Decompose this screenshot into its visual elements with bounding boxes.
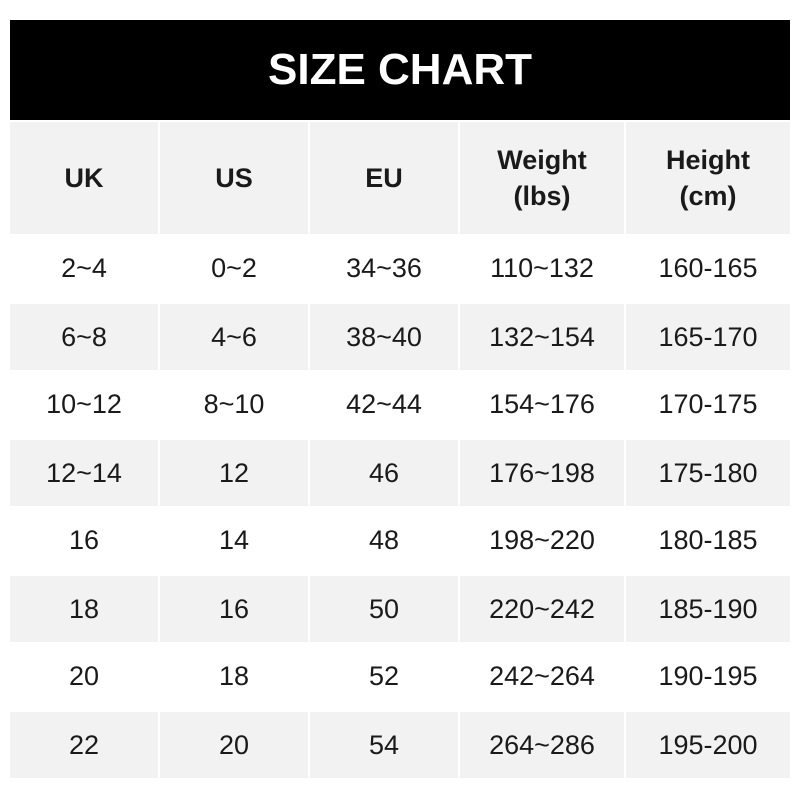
table-cell: 12 (160, 440, 308, 506)
table-cell: 160-165 (658, 252, 758, 283)
table-cell: 264~286 (460, 712, 624, 778)
table-cell: 38~40 (310, 304, 458, 370)
table-cell: 34~36 (346, 252, 422, 283)
table-cell: 20 (68, 660, 100, 691)
table-cell: 165-170 (626, 304, 790, 370)
table-cell: 242~264 (489, 660, 595, 691)
table-cell: 190-195 (658, 660, 758, 691)
table-cell: 14 (218, 524, 250, 555)
table-cell: 180-185 (658, 524, 758, 555)
table-cell: 132~154 (460, 304, 624, 370)
column-header: UK (10, 122, 158, 234)
table-cell: 195-200 (626, 712, 790, 778)
table-cell: 220~242 (460, 576, 624, 642)
table-cell: 16 (68, 524, 100, 555)
table-cell: 18 (218, 660, 250, 691)
table-cell: 154~176 (489, 388, 595, 419)
table-cell: 0~2 (211, 252, 257, 283)
table-cell: 8~10 (203, 388, 265, 419)
table-cell: 198~220 (489, 524, 595, 555)
table-cell: 18 (10, 576, 158, 642)
table-cell: 12~14 (10, 440, 158, 506)
table-cell: 22 (10, 712, 158, 778)
table-cell: 48 (368, 524, 400, 555)
table-cell: 176~198 (460, 440, 624, 506)
table-cell: 54 (310, 712, 458, 778)
table-cell: 170-175 (658, 388, 758, 419)
table-cell: 185-190 (626, 576, 790, 642)
table-cell: 46 (310, 440, 458, 506)
column-header: Weight (lbs) (460, 122, 624, 234)
table-cell: 10~12 (46, 388, 122, 419)
table-cell: 20 (160, 712, 308, 778)
table-cell: 50 (310, 576, 458, 642)
column-header: Height (cm) (626, 122, 790, 234)
table-cell: 110~132 (490, 252, 594, 283)
table-cell: 4~6 (160, 304, 308, 370)
size-table: UK US EU Weight (lbs) Height (cm) 2~4 0~2 34~36… (10, 122, 790, 778)
column-header: EU (310, 122, 458, 234)
table-cell: 52 (368, 660, 400, 691)
table-cell: 16 (160, 576, 308, 642)
page-title: SIZE CHART (10, 20, 790, 120)
table-cell: 6~8 (10, 304, 158, 370)
column-header: US (160, 122, 308, 234)
table-cell: 42~44 (346, 388, 422, 419)
table-cell: 175-180 (626, 440, 790, 506)
table-cell: 2~4 (61, 252, 107, 283)
